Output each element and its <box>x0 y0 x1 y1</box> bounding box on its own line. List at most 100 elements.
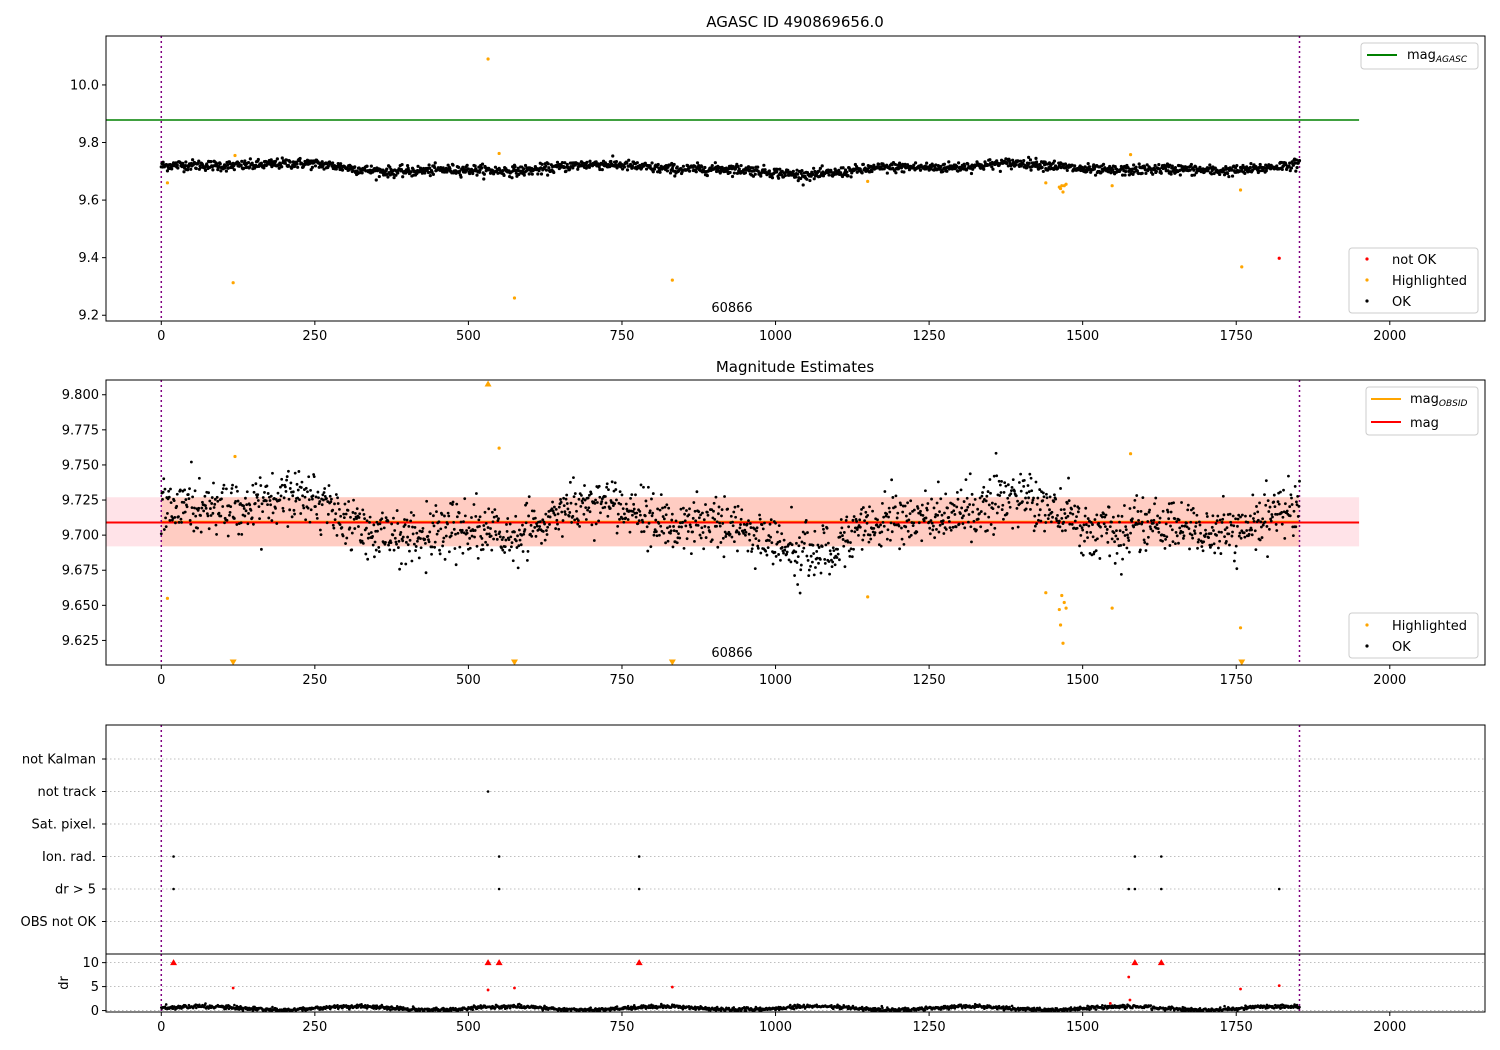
ok-point <box>187 497 191 501</box>
ok-point <box>1250 528 1253 532</box>
ok-point <box>489 527 492 530</box>
ok-point <box>1198 165 1202 169</box>
ok-point <box>952 509 956 513</box>
ok-point <box>1147 510 1151 514</box>
ok-point <box>681 164 685 168</box>
ok-point <box>186 493 190 496</box>
ok-point <box>1076 510 1080 514</box>
ok-point <box>1193 532 1197 535</box>
ok-point <box>853 526 857 530</box>
ok-point <box>657 521 661 525</box>
ok-point <box>325 497 328 500</box>
ok-point <box>213 497 217 501</box>
ok-point <box>1139 509 1143 513</box>
ok-point <box>1289 493 1293 497</box>
ok-point <box>411 532 415 536</box>
ok-point <box>1192 173 1197 177</box>
ok-point <box>466 542 470 546</box>
ok-point <box>1277 502 1281 506</box>
ok-point <box>661 515 665 518</box>
ok-point <box>623 512 626 516</box>
ok-point <box>1014 163 1018 167</box>
ok-point <box>952 503 956 507</box>
ok-point <box>461 551 465 555</box>
ok-point <box>473 529 477 532</box>
ok-point <box>299 512 303 515</box>
highlighted-point <box>1058 623 1063 627</box>
ok-point <box>1128 507 1132 510</box>
ok-point <box>433 540 437 544</box>
ok-point <box>1122 543 1126 547</box>
not-ok-point <box>1277 256 1281 260</box>
ok-point <box>1107 505 1111 509</box>
ok-point <box>260 547 263 551</box>
ok-point <box>1123 504 1126 507</box>
ok-point <box>659 493 663 497</box>
dr-point <box>615 1005 619 1008</box>
ok-point <box>822 531 826 535</box>
ok-point <box>1096 537 1099 541</box>
ok-point <box>435 510 438 514</box>
ok-point <box>829 170 834 174</box>
ok-point <box>808 178 812 183</box>
ok-point <box>239 521 243 525</box>
ok-point <box>761 527 765 531</box>
ok-point <box>575 509 578 513</box>
ok-point <box>362 513 366 516</box>
ok-point <box>1276 500 1280 504</box>
ok-point <box>747 519 750 523</box>
ok-point <box>988 478 992 481</box>
ok-point <box>1285 509 1289 513</box>
ok-point <box>587 165 592 169</box>
ok-point <box>202 509 206 513</box>
ok-point <box>605 485 609 489</box>
ok-point <box>1259 520 1263 524</box>
ok-point <box>998 483 1002 487</box>
ok-point <box>360 539 364 543</box>
panel-magnitude-estimates-line-legend: magOBSID mag <box>1365 386 1479 436</box>
ok-point <box>504 538 508 542</box>
ok-point <box>763 168 767 172</box>
y-tick-label: 9.650 <box>62 599 99 614</box>
ok-point <box>357 525 360 528</box>
ok-point <box>677 525 681 529</box>
ok-point <box>1008 505 1012 509</box>
ok-point <box>1070 507 1074 511</box>
ok-point <box>658 508 662 512</box>
ok-point <box>316 490 320 494</box>
ok-point <box>1222 513 1226 517</box>
ok-point <box>449 534 453 538</box>
ok-point <box>1139 548 1142 552</box>
ok-point <box>312 473 316 476</box>
y-tick-label: 9.750 <box>62 458 99 473</box>
ok-point <box>1215 519 1219 523</box>
ok-point <box>710 538 714 542</box>
ok-point <box>634 493 637 497</box>
ok-point <box>642 530 646 533</box>
ok-point <box>980 494 984 498</box>
flag-point <box>1127 887 1131 891</box>
ok-point <box>1186 503 1190 507</box>
ok-point <box>649 545 653 549</box>
ok-point <box>1151 172 1155 176</box>
ok-point <box>330 497 333 501</box>
ok-point <box>1212 529 1215 532</box>
ok-point <box>492 515 496 519</box>
ok-point <box>1196 540 1200 544</box>
legend-mag: mag <box>1410 416 1439 431</box>
ok-point <box>384 516 388 520</box>
ok-point <box>214 523 218 527</box>
ok-point <box>849 541 852 544</box>
ok-point <box>480 537 484 540</box>
flag-point <box>637 855 641 858</box>
ok-point <box>1080 551 1083 555</box>
ok-point <box>539 166 543 170</box>
ok-point <box>1086 517 1090 520</box>
highlighted-point <box>497 151 501 156</box>
ok-point <box>374 548 378 552</box>
ok-point <box>348 526 352 530</box>
ok-point <box>651 511 655 515</box>
ok-point <box>717 505 721 509</box>
ok-point <box>1029 476 1033 480</box>
ok-point <box>1034 480 1038 484</box>
